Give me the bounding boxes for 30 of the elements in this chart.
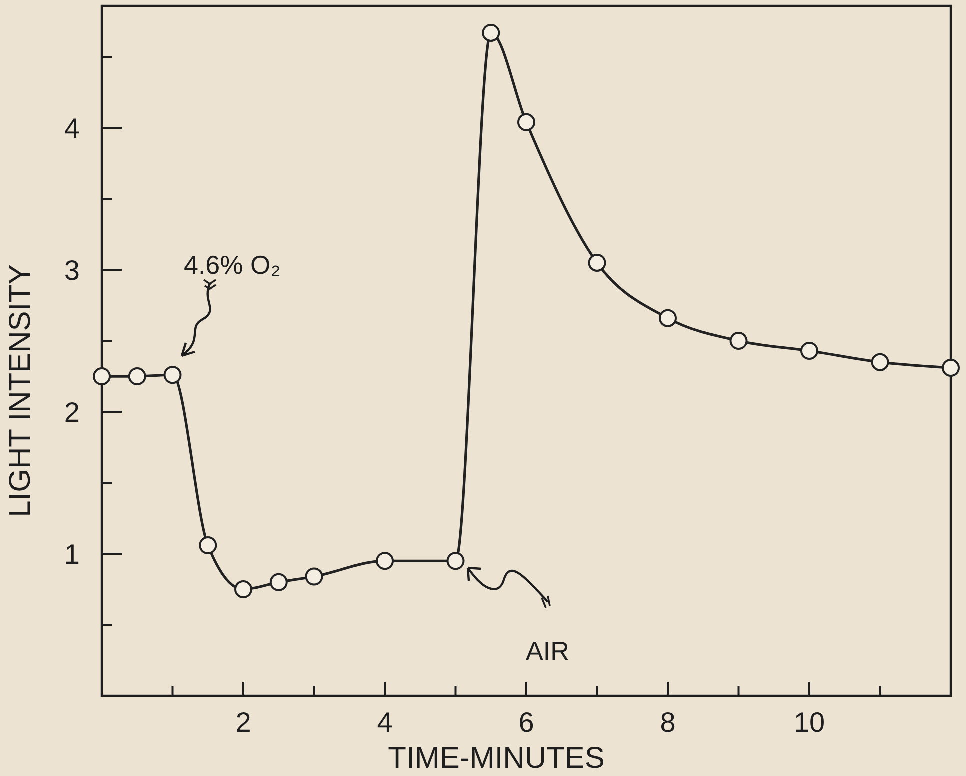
point	[270, 573, 288, 592]
point	[518, 113, 536, 132]
y-tick-label: 4	[64, 112, 80, 144]
point	[376, 552, 394, 570]
y-tick-label: 2	[64, 396, 80, 428]
point	[128, 368, 146, 386]
point	[871, 353, 890, 372]
point	[164, 366, 182, 384]
x-tick-label: 8	[660, 707, 676, 738]
point	[942, 359, 960, 378]
y-axis-title: LIGHT INTENSITY	[4, 264, 37, 518]
annotation: AIR	[526, 636, 570, 666]
point	[730, 332, 748, 350]
x-tick-label: 4	[377, 707, 393, 738]
point	[93, 368, 111, 386]
point	[482, 24, 500, 42]
y-tick-label: 1	[64, 538, 80, 570]
point	[446, 552, 465, 570]
point	[659, 309, 677, 328]
point	[588, 254, 606, 272]
point	[305, 568, 324, 586]
point	[234, 580, 252, 599]
x-tick-label: 2	[236, 707, 252, 738]
x-tick-label: 10	[794, 707, 826, 738]
x-tick-label: 6	[518, 707, 534, 738]
point	[800, 342, 818, 360]
x-axis-title: TIME-MINUTES	[388, 742, 605, 775]
point	[199, 536, 218, 555]
y-tick-label: 3	[64, 254, 80, 286]
annotation: 4.6% O₂	[184, 250, 281, 280]
